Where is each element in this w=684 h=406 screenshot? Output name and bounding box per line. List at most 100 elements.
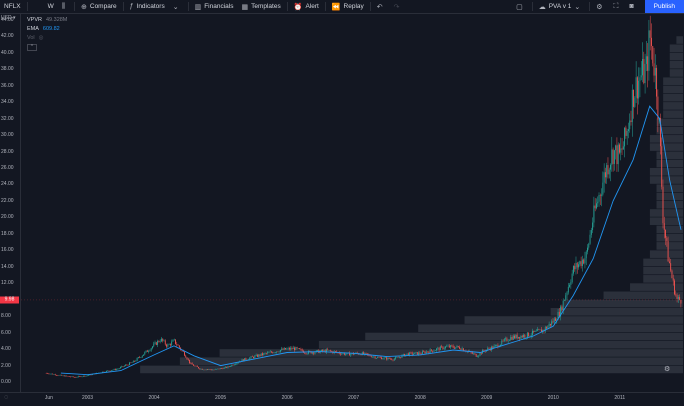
candle-body	[677, 297, 679, 299]
candle-body	[564, 299, 565, 301]
candle-body	[88, 375, 89, 376]
snapshot-button[interactable]: ◙	[625, 0, 640, 13]
volume-profile-bar	[550, 308, 683, 316]
layout-select-button[interactable]: ▢	[512, 0, 530, 13]
templates-button[interactable]: ▦ Templates	[237, 0, 284, 13]
candle-body	[341, 353, 343, 355]
publish-button[interactable]: Publish	[644, 0, 684, 13]
candle-body	[622, 146, 624, 150]
interval-label: W	[47, 3, 54, 10]
candle-body	[404, 354, 405, 357]
symbol-label: NFLX	[4, 3, 21, 10]
symbol-search[interactable]: NFLX	[0, 0, 25, 13]
indicators-button[interactable]: ƒ Indicators	[126, 0, 169, 13]
candle-body	[129, 362, 130, 366]
candle-body	[360, 354, 362, 355]
volume-profile-bar	[669, 69, 683, 77]
candle-body	[636, 77, 638, 99]
candle-body	[140, 357, 142, 358]
candle-body	[175, 339, 176, 344]
candle-body	[317, 349, 318, 351]
candle-body	[363, 352, 365, 355]
candle-body	[493, 345, 495, 349]
candle-body	[674, 280, 675, 295]
candle-body	[514, 335, 516, 339]
y-tick-label: 12.00	[1, 280, 14, 287]
candle-body	[613, 150, 615, 164]
candle-body	[135, 360, 137, 362]
financials-button[interactable]: ▥ Financials	[191, 0, 238, 13]
candle-body	[271, 351, 272, 353]
candle-body	[624, 127, 626, 147]
volume-profile-bar	[649, 250, 683, 258]
undo-button[interactable]: ↶	[373, 0, 390, 13]
candle-body	[443, 348, 445, 350]
alert-button[interactable]: ⏰ Alert	[290, 0, 323, 13]
candle-body	[65, 375, 66, 377]
price-chart[interactable]	[21, 14, 683, 392]
candle-body	[176, 343, 178, 346]
candle-body	[515, 334, 517, 339]
settings-button[interactable]: ⚙	[592, 0, 609, 13]
fullscreen-button[interactable]: ⛶	[610, 0, 626, 13]
candle-body	[544, 327, 546, 331]
templates-label: Templates	[251, 3, 281, 10]
candle-body	[311, 352, 313, 354]
gear-icon: ⚙	[596, 3, 603, 11]
candle-body	[402, 354, 404, 356]
candle-body	[537, 329, 539, 331]
y-tick-label: 14.00	[1, 263, 14, 270]
candle-body	[675, 294, 677, 295]
candle-body	[477, 356, 478, 358]
candle-body	[208, 369, 210, 370]
time-axis[interactable]: ◌ Jun 2003 2004 2005 2006 2007 2008 2009 2010 201…	[0, 392, 684, 406]
interval-button[interactable]: W	[44, 0, 58, 13]
layout-name-button[interactable]: ☁ PVA v 1 ⌄	[535, 0, 588, 13]
profile-settings-icon[interactable]: ⚙	[664, 366, 671, 373]
candle-body	[448, 345, 450, 348]
candle-body	[372, 356, 373, 358]
candle-body	[50, 373, 52, 375]
candle-body	[120, 367, 121, 369]
indicators-dropdown[interactable]: ⌄	[169, 0, 186, 13]
candle-body	[414, 352, 416, 354]
candle-body	[566, 292, 568, 296]
redo-button[interactable]: ↷	[390, 0, 407, 13]
candle-body	[607, 165, 609, 175]
candle-body	[237, 362, 239, 364]
y-tick-label: 36.00	[1, 82, 14, 89]
eye-off-icon[interactable]: ◎	[38, 35, 44, 41]
time-axis-settings-icon[interactable]: ◌	[4, 394, 9, 401]
candle-body	[144, 352, 146, 355]
candle-body	[381, 357, 382, 360]
candle-body	[422, 351, 423, 354]
chevron-down-icon: ⌄	[172, 3, 179, 11]
replay-button[interactable]: ⏪ Replay	[328, 0, 368, 13]
candle-body	[415, 352, 417, 353]
candle-body	[601, 194, 603, 196]
candle-body	[167, 344, 169, 347]
candle-body	[571, 273, 573, 283]
candle-body	[300, 349, 302, 350]
candle-body	[264, 353, 266, 354]
candle-body	[334, 351, 336, 352]
legend-ema[interactable]: EMA 609.82	[27, 25, 67, 34]
candle-body	[260, 353, 262, 356]
candle-body	[530, 335, 532, 337]
compare-button[interactable]: ⊕ Compare	[77, 0, 121, 13]
legend-collapse-button[interactable]: ⌃	[27, 44, 37, 51]
legend-vol[interactable]: Vol ◎	[27, 34, 67, 43]
candle-body	[633, 89, 635, 107]
x-tick-label: 2005	[215, 395, 227, 401]
candle-body	[182, 350, 184, 352]
price-axis[interactable]: USD ▾ 44.00 42.00 40.00 38.00 36.00 34.00 32.0…	[0, 14, 21, 392]
candle-body	[587, 247, 588, 252]
candle-body	[232, 364, 234, 366]
candle-body	[235, 364, 237, 365]
currency-button[interactable]: USD ▾	[1, 15, 16, 21]
chart-type-button[interactable]: ⫼	[58, 0, 72, 13]
volume-profile-bar	[219, 349, 683, 357]
legend-vpvr[interactable]: VPVR 49.328M	[27, 16, 67, 25]
volume-profile-bar	[649, 143, 683, 151]
candle-body	[565, 295, 567, 300]
